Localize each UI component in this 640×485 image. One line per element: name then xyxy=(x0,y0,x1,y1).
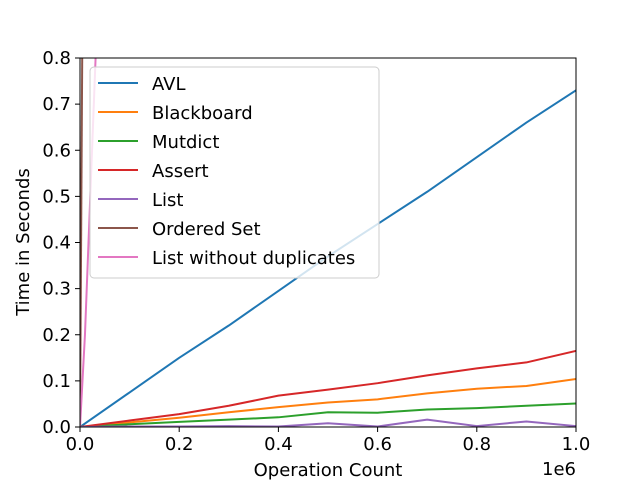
y-tick-label: 0.3 xyxy=(42,279,71,300)
legend-label-0: AVL xyxy=(152,74,186,95)
legend-label-1: Blackboard xyxy=(152,103,253,124)
legend-label-2: Mutdict xyxy=(152,132,219,153)
y-tick-label: 0.5 xyxy=(42,186,71,207)
series-line-3 xyxy=(80,349,576,427)
x-tick-label: 1.0 xyxy=(562,434,591,455)
series-line-1 xyxy=(80,378,576,427)
y-tick-label: 0.7 xyxy=(42,94,71,115)
y-axis-label: Time in Seconds xyxy=(13,168,34,317)
y-tick-label: 0.2 xyxy=(42,325,71,346)
y-tick-label: 0.8 xyxy=(42,48,71,69)
series-line-2 xyxy=(80,402,576,427)
legend-label-4: List xyxy=(152,190,183,211)
x-axis-offset-label: 1e6 xyxy=(542,459,576,480)
x-tick-label: 0.6 xyxy=(363,434,392,455)
x-axis-label: Operation Count xyxy=(254,460,403,480)
legend-box xyxy=(89,66,380,279)
y-tick-label: 0.0 xyxy=(42,417,71,438)
axes: 0.0 0.2 0.4 0.6 0.8 1.0 0.0 0.1 0.2 0.3 0.4 0.5 0.6 0… xyxy=(42,48,590,455)
legend-label-6: List without duplicates xyxy=(152,248,355,269)
legend-label-5: Ordered Set xyxy=(152,219,261,240)
y-tick-label: 0.4 xyxy=(42,233,71,254)
x-tick-label: 0.4 xyxy=(264,434,293,455)
legend: AVL Blackboard Mutdict Assert List Ordered Se… xyxy=(89,66,380,279)
x-tick-label: 0.2 xyxy=(165,434,194,455)
y-tick-label: 0.1 xyxy=(42,371,71,392)
x-tick-label: 0.0 xyxy=(66,434,95,455)
x-tick-label: 0.8 xyxy=(462,434,491,455)
legend-label-3: Assert xyxy=(152,161,209,182)
y-tick-label: 0.6 xyxy=(42,140,71,161)
